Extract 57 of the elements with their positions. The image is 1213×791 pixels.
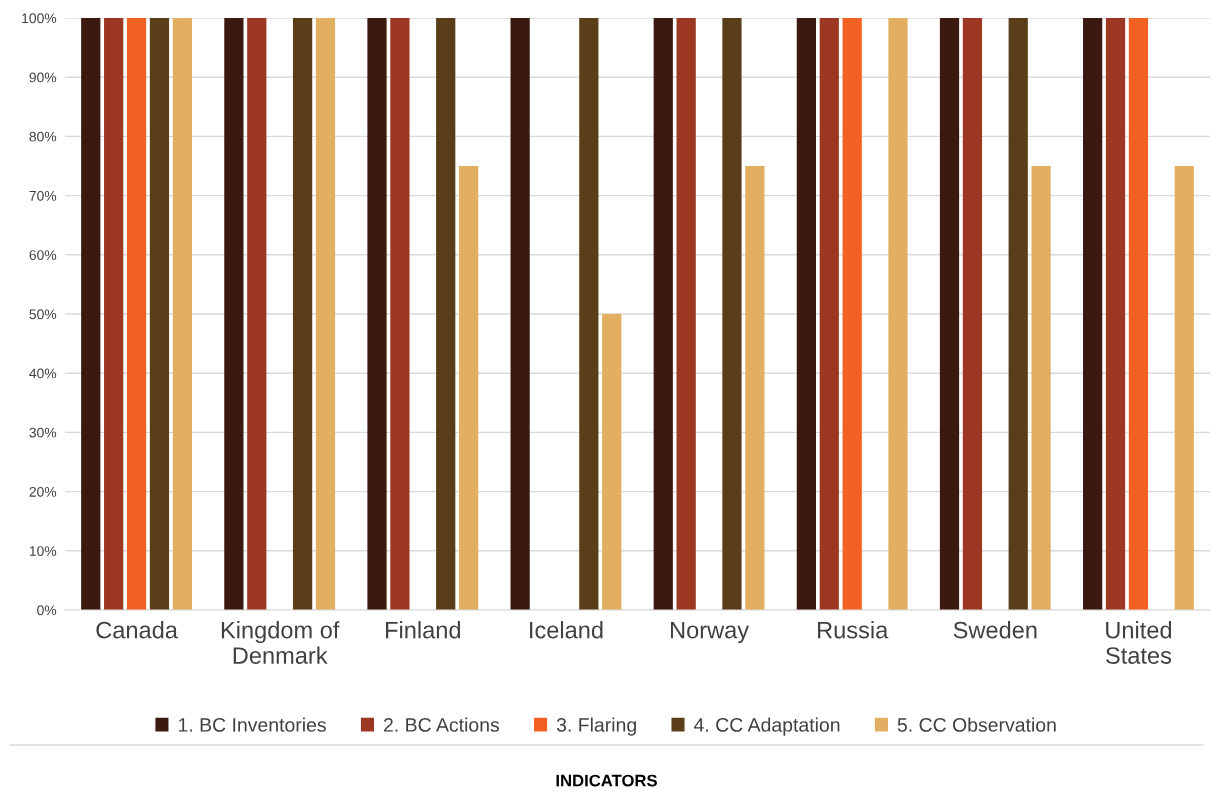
bar (796, 18, 817, 610)
y-tick-label: 30% (29, 427, 57, 438)
legend-label: 1. BC Inventories (178, 717, 326, 732)
bar (247, 18, 267, 610)
x-tick-label: Norway (670, 621, 750, 644)
bar (224, 18, 244, 610)
x-tick-label: Finland (386, 621, 461, 639)
bar (1128, 18, 1149, 610)
x-tick-label: Kingdom of Denmark (221, 621, 340, 664)
bar (819, 18, 839, 610)
bar (1105, 18, 1126, 610)
bar (126, 18, 147, 610)
x-tick-label: United States (1106, 621, 1172, 664)
bar (458, 166, 479, 610)
bar (1083, 18, 1103, 610)
y-tick-label: 80% (29, 131, 57, 142)
bar (104, 18, 124, 610)
y-tick-label: 50% (29, 309, 57, 320)
bar (939, 18, 960, 610)
bar (722, 18, 742, 610)
bar (510, 18, 530, 610)
bar (81, 18, 101, 610)
y-tick-label: 70% (29, 190, 57, 201)
bar (653, 18, 673, 610)
x-tick-label: Iceland (530, 621, 603, 639)
bar (315, 18, 336, 610)
y-tick-label: 60% (29, 250, 57, 260)
legend-label: 5. CC Observation (897, 717, 1056, 732)
legend-label: 4. CC Adaptation (694, 717, 840, 736)
bar (842, 18, 862, 610)
x-tick-label: Canada (96, 621, 178, 639)
x-tick-label: Sweden (953, 621, 1037, 639)
bar (888, 18, 908, 610)
bar (1174, 166, 1194, 610)
y-tick-label: 100% (22, 13, 57, 24)
y-tick-label: 40% (29, 368, 57, 379)
bar (745, 166, 765, 610)
y-tick-label: 20% (29, 486, 57, 497)
bar (602, 314, 622, 610)
y-tick-label: 90% (29, 72, 57, 83)
bar (367, 18, 387, 610)
bar (149, 18, 170, 610)
bar (1008, 18, 1028, 610)
bar (292, 18, 313, 610)
y-tick-label: 0% (37, 605, 57, 616)
bar (390, 18, 410, 610)
legend-label: 2. BC Actions (384, 717, 500, 732)
bar (962, 18, 983, 610)
text: INDICATORS (556, 774, 657, 787)
bar (676, 18, 696, 610)
x-tick-label: Russia (818, 621, 889, 639)
bar (1031, 166, 1051, 610)
bar (436, 18, 456, 610)
legend-label: 3. Flaring (556, 717, 636, 736)
y-tick-label: 10% (29, 546, 57, 556)
bar (172, 18, 192, 610)
bar (579, 18, 599, 610)
